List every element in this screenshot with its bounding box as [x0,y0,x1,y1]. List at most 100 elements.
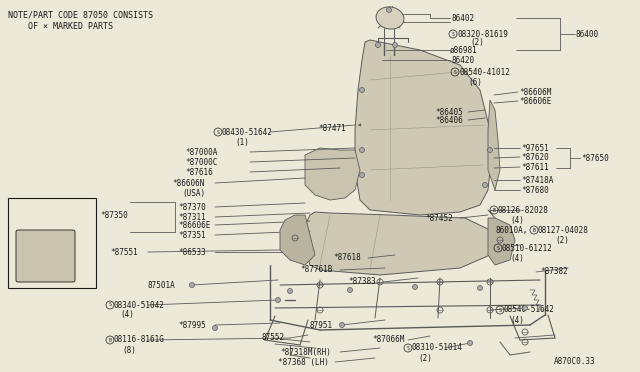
Text: S: S [454,70,456,74]
Text: *86533: *86533 [178,247,205,257]
Text: 08510-61212: 08510-61212 [502,244,553,253]
Text: 86400: 86400 [576,29,599,38]
Text: *87000C: *87000C [185,157,218,167]
Circle shape [477,285,483,291]
Circle shape [189,282,195,288]
Text: *86606E: *86606E [519,96,552,106]
Circle shape [348,288,353,292]
Text: *86405: *86405 [435,108,463,116]
Text: S: S [216,129,220,135]
Text: *86606E: *86606E [178,221,211,230]
Circle shape [483,183,488,187]
FancyBboxPatch shape [16,230,75,282]
Text: (8): (8) [122,346,136,355]
Text: *87680: *87680 [521,186,548,195]
Text: 87552: 87552 [262,334,285,343]
Text: 08310-51014: 08310-51014 [412,343,463,353]
Text: *86606M: *86606M [519,87,552,96]
Text: 86402: 86402 [451,13,474,22]
Circle shape [360,87,365,93]
Text: (2): (2) [418,353,432,362]
Text: 86010A,: 86010A, [496,225,529,234]
Text: NOTE/PART CODE 87050 CONSISTS: NOTE/PART CODE 87050 CONSISTS [8,10,153,19]
Circle shape [467,340,472,346]
Text: S: S [109,302,111,308]
Text: *87618: *87618 [333,253,361,263]
Text: *87551: *87551 [110,247,138,257]
Text: (USA): (USA) [182,189,205,198]
Text: ø86981: ø86981 [450,45,477,55]
Text: (1): (1) [235,138,249,147]
Polygon shape [488,100,500,190]
Text: *87650: *87650 [581,154,609,163]
Text: A870C0.33: A870C0.33 [554,357,595,366]
Polygon shape [305,148,360,200]
Bar [8,198,96,288]
Text: (4): (4) [510,253,524,263]
Text: *87471: *87471 [318,124,346,132]
Text: (2): (2) [470,38,484,46]
Text: S: S [406,346,410,350]
Text: *87418A: *87418A [521,176,554,185]
Text: 24252: 24252 [22,218,49,227]
Text: 08127-04028: 08127-04028 [538,225,589,234]
Circle shape [360,173,365,177]
Text: S: S [497,246,499,250]
Text: USA: USA [18,205,34,215]
Text: *87066M: *87066M [372,336,404,344]
Text: *86606N: *86606N [172,179,204,187]
Text: 08320-81619: 08320-81619 [457,29,508,38]
Text: 87501A: 87501A [148,280,176,289]
Circle shape [522,305,527,311]
Text: S: S [452,32,454,36]
Circle shape [287,289,292,294]
Text: *87351: *87351 [178,231,205,240]
Text: *87370: *87370 [178,202,205,212]
Text: *87311: *87311 [178,212,205,221]
Text: OF × MARKED PARTS: OF × MARKED PARTS [8,22,113,31]
Polygon shape [488,218,515,265]
Text: *87350: *87350 [100,211,128,219]
Text: 08126-82028: 08126-82028 [498,205,549,215]
Text: 08116-8161G: 08116-8161G [114,336,165,344]
Circle shape [376,42,381,48]
Text: *87383: *87383 [348,278,376,286]
Text: S: S [499,308,501,312]
Text: *87382: *87382 [540,267,568,276]
Text: (4): (4) [510,215,524,224]
Circle shape [360,148,365,153]
Text: (4): (4) [120,311,134,320]
Text: *97651: *97651 [521,144,548,153]
Text: 08340-51042: 08340-51042 [114,301,165,310]
Circle shape [413,285,417,289]
Text: *87620: *87620 [521,153,548,161]
Text: *87611: *87611 [521,163,548,171]
Text: *87000A: *87000A [185,148,218,157]
Text: *87761B: *87761B [300,266,332,275]
Text: (2): (2) [555,235,569,244]
Circle shape [488,148,493,153]
Text: 08540-51642: 08540-51642 [504,305,555,314]
Text: 87951: 87951 [310,321,333,330]
Text: *87368 (LH): *87368 (LH) [278,357,329,366]
Text: *87452: *87452 [425,214,452,222]
Circle shape [212,326,218,330]
Circle shape [339,323,344,327]
Text: 08430-51642: 08430-51642 [222,128,273,137]
Text: (6): (6) [468,77,482,87]
Circle shape [275,298,280,302]
Text: *86406: *86406 [435,115,463,125]
Text: 86420: 86420 [451,55,474,64]
Text: B: B [109,337,111,343]
Text: *87318M(RH): *87318M(RH) [280,347,331,356]
Circle shape [392,42,397,48]
Text: *87995: *87995 [178,321,205,330]
Text: 08540-41012: 08540-41012 [459,67,510,77]
Text: B: B [493,208,495,212]
Circle shape [387,7,392,13]
Text: *87616: *87616 [185,167,212,176]
Text: (4): (4) [510,315,524,324]
Ellipse shape [376,7,404,29]
Polygon shape [305,212,495,275]
Polygon shape [355,40,490,215]
